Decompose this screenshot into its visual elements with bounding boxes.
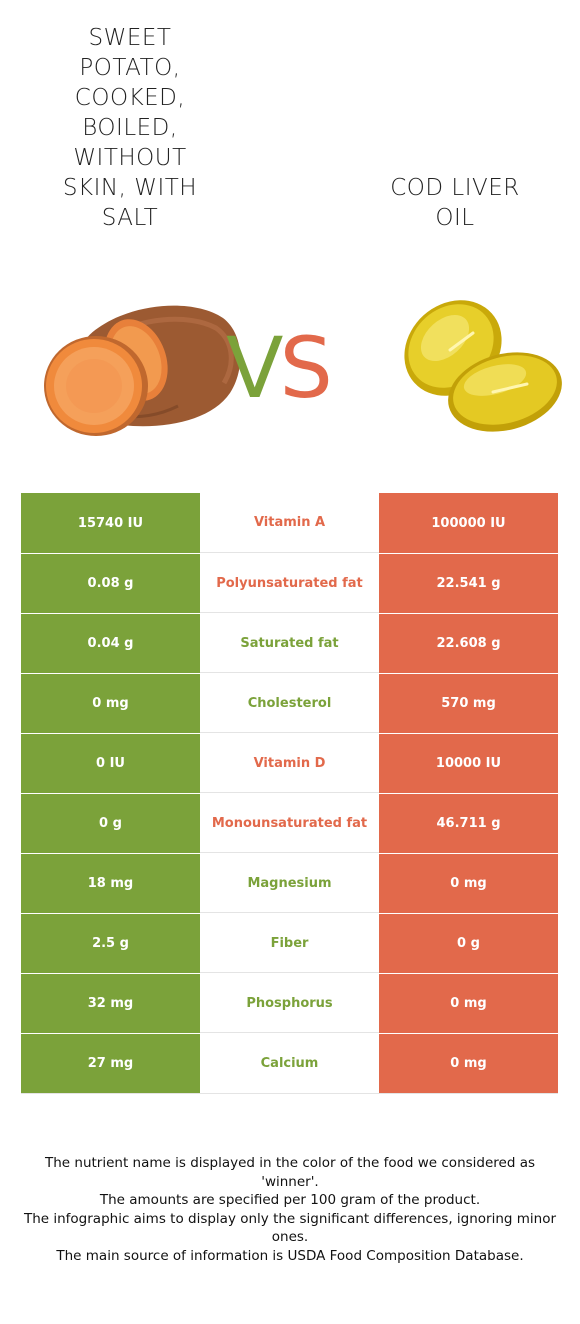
- nutrient-name-cell: Phosphorus: [200, 974, 379, 1033]
- left-value-cell: 27 mg: [21, 1034, 200, 1093]
- comparison-table: 15740 IU Vitamin A 100000 IU 0.08 g Polyunsa…: [21, 493, 558, 1094]
- right-value-cell: 0 mg: [379, 854, 558, 913]
- table-row: 18 mg Magnesium 0 mg: [21, 853, 558, 913]
- left-value-cell: 0 mg: [21, 674, 200, 733]
- nutrient-name-cell: Saturated fat: [200, 614, 379, 673]
- nutrient-name-cell: Fiber: [200, 914, 379, 973]
- right-value-cell: 0 g: [379, 914, 558, 973]
- left-value-cell: 0.04 g: [21, 614, 200, 673]
- right-food-title: Cod liver oil: [390, 175, 520, 231]
- table-row: 0 g Monounsaturated fat 46.711 g: [21, 793, 558, 853]
- nutrient-name-cell: Cholesterol: [200, 674, 379, 733]
- right-value-cell: 46.711 g: [379, 794, 558, 853]
- nutrient-name-cell: Magnesium: [200, 854, 379, 913]
- footer-line-winner: The nutrient name is displayed in the co…: [44, 1155, 536, 1190]
- left-value-cell: 0 g: [21, 794, 200, 853]
- table-row: 0.04 g Saturated fat 22.608 g: [21, 613, 558, 673]
- vs-v-letter: V: [226, 319, 284, 417]
- table-row: 0.08 g Polyunsaturated fat 22.541 g: [21, 553, 558, 613]
- left-value-cell: 15740 IU: [21, 493, 200, 553]
- table-row: 32 mg Phosphorus 0 mg: [21, 973, 558, 1033]
- cod-liver-oil-image: [404, 300, 562, 432]
- vs-s-letter: S: [279, 319, 332, 417]
- right-value-cell: 0 mg: [379, 1034, 558, 1093]
- left-value-cell: 32 mg: [21, 974, 200, 1033]
- nutrient-name-cell: Calcium: [200, 1034, 379, 1093]
- footer-notes: The nutrient name is displayed in the co…: [20, 1154, 560, 1265]
- right-value-cell: 0 mg: [379, 974, 558, 1033]
- left-value-cell: 0 IU: [21, 734, 200, 793]
- sweet-potato-image: [44, 305, 241, 436]
- footer-line-aim: The infographic aims to display only the…: [23, 1210, 557, 1246]
- nutrient-name-cell: Monounsaturated fat: [200, 794, 379, 853]
- table-row: 2.5 g Fiber 0 g: [21, 913, 558, 973]
- footer-line-source: The main source of information is USDA F…: [56, 1247, 524, 1264]
- nutrient-name-cell: Vitamin A: [200, 493, 379, 553]
- nutrient-name-cell: Polyunsaturated fat: [200, 554, 379, 613]
- right-value-cell: 100000 IU: [379, 493, 558, 553]
- nutrient-name-cell: Vitamin D: [200, 734, 379, 793]
- right-value-cell: 22.608 g: [379, 614, 558, 673]
- left-food-title: Sweet potato, cooked, boiled, without sk…: [62, 25, 198, 231]
- right-value-cell: 570 mg: [379, 674, 558, 733]
- footer-line-amounts: The amounts are specified per 100 gram o…: [99, 1192, 481, 1208]
- table-row: 27 mg Calcium 0 mg: [21, 1033, 558, 1093]
- left-value-cell: 18 mg: [21, 854, 200, 913]
- table-row: 0 IU Vitamin D 10000 IU: [21, 733, 558, 793]
- left-value-cell: 2.5 g: [21, 914, 200, 973]
- table-row: 15740 IU Vitamin A 100000 IU: [21, 493, 558, 553]
- right-value-cell: 10000 IU: [379, 734, 558, 793]
- table-row: 0 mg Cholesterol 570 mg: [21, 673, 558, 733]
- right-value-cell: 22.541 g: [379, 554, 558, 613]
- left-value-cell: 0.08 g: [21, 554, 200, 613]
- vs-label: VS: [226, 318, 333, 418]
